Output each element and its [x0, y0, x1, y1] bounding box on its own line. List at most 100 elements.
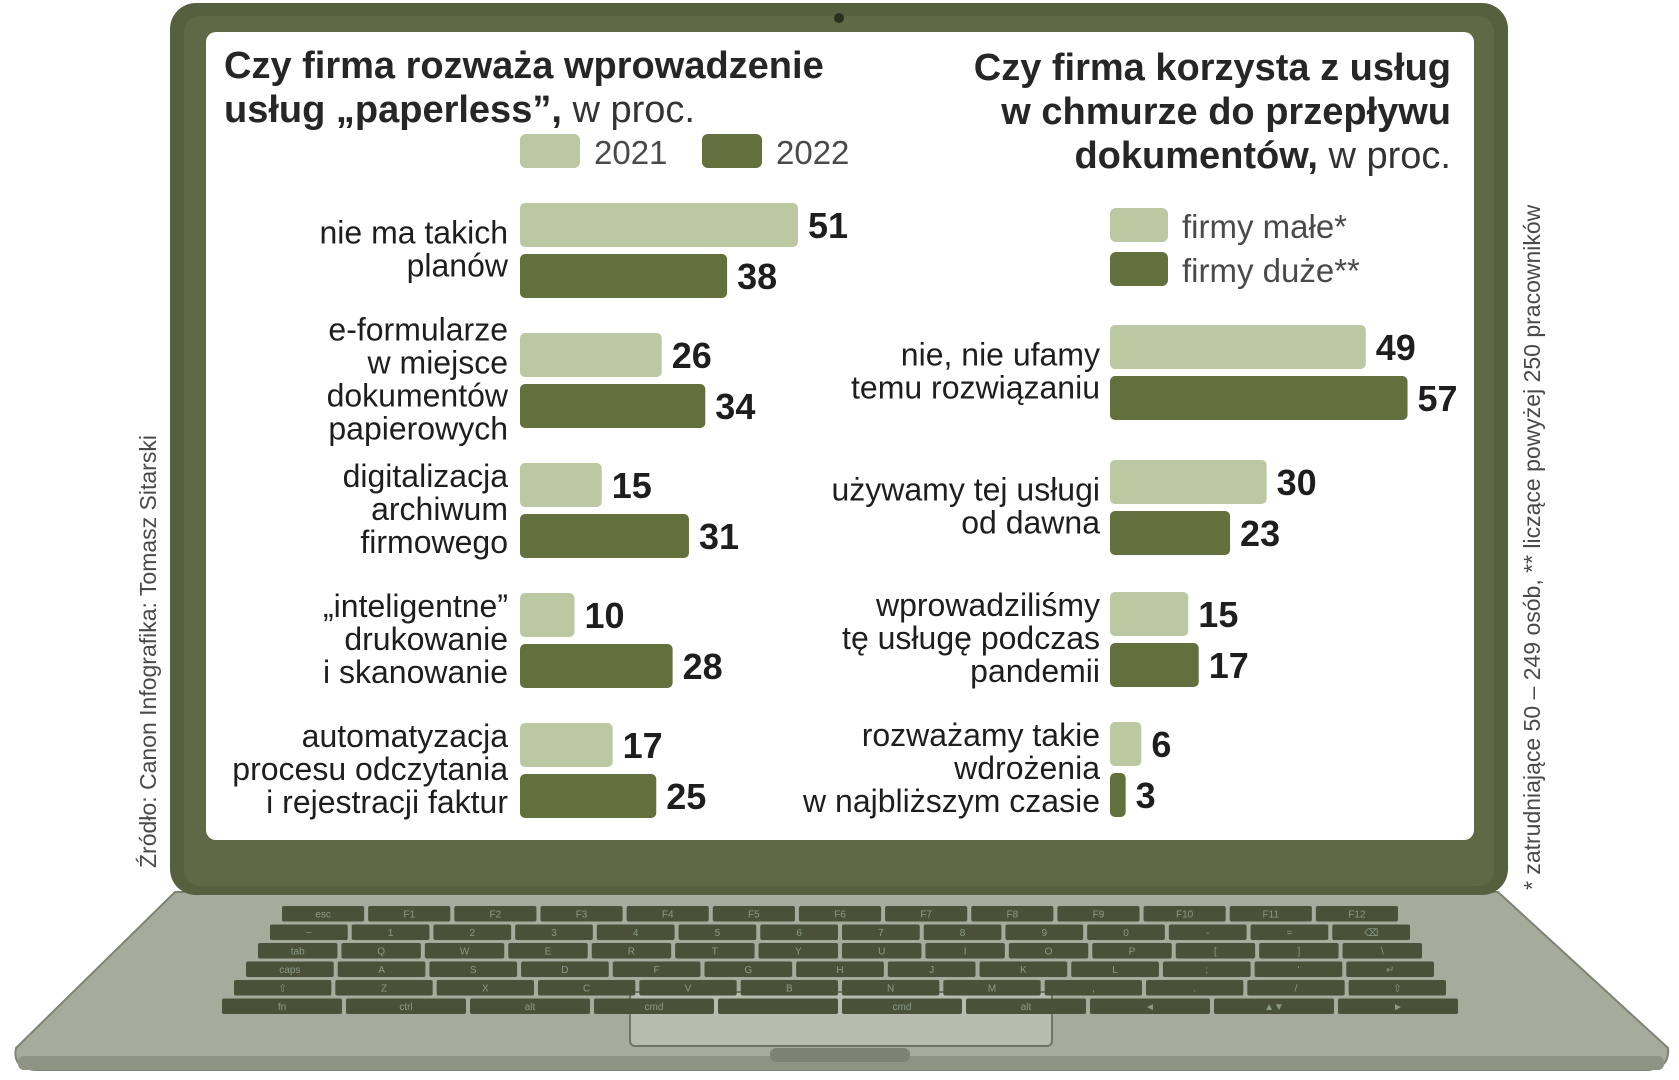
key[interactable]	[760, 924, 838, 941]
key[interactable]	[1254, 961, 1343, 978]
data-label: 38	[737, 256, 777, 297]
key[interactable]	[222, 998, 342, 1015]
key[interactable]	[1259, 943, 1339, 959]
key[interactable]	[436, 980, 534, 996]
key-label: X	[482, 984, 489, 995]
category-label: automatyzacja	[302, 718, 509, 754]
key[interactable]	[1250, 924, 1329, 941]
key[interactable]	[740, 980, 838, 996]
key[interactable]	[429, 961, 518, 978]
camera-icon	[834, 13, 844, 23]
key[interactable]	[594, 998, 714, 1015]
key[interactable]	[515, 924, 593, 941]
key[interactable]	[1071, 961, 1159, 978]
key[interactable]	[1342, 943, 1422, 959]
key[interactable]	[842, 924, 920, 941]
key[interactable]	[1090, 998, 1210, 1015]
key[interactable]	[1092, 943, 1172, 959]
key-label: caps	[279, 965, 300, 976]
key-label: ctrl	[399, 1002, 412, 1013]
key[interactable]	[842, 998, 962, 1015]
key[interactable]	[591, 943, 672, 959]
key[interactable]	[842, 980, 940, 996]
key[interactable]	[925, 943, 1005, 959]
key[interactable]	[1346, 961, 1434, 978]
key[interactable]	[887, 961, 976, 978]
key[interactable]	[470, 998, 590, 1015]
key[interactable]	[433, 924, 512, 941]
key[interactable]	[424, 943, 505, 959]
key[interactable]	[1146, 980, 1244, 996]
key[interactable]	[704, 961, 793, 978]
key-label: M	[988, 984, 996, 995]
key[interactable]	[258, 943, 338, 959]
key[interactable]	[971, 906, 1054, 922]
legend-swatch	[702, 134, 762, 168]
key[interactable]	[885, 906, 968, 922]
key[interactable]	[612, 961, 701, 978]
legend-swatch	[520, 134, 580, 168]
key[interactable]	[1315, 906, 1398, 922]
key[interactable]	[335, 980, 433, 996]
key[interactable]	[540, 906, 623, 922]
key[interactable]	[758, 943, 838, 959]
key-label: F1	[403, 910, 415, 921]
key[interactable]	[351, 924, 430, 941]
key-label: F6	[834, 910, 846, 921]
key[interactable]	[1057, 906, 1140, 922]
key[interactable]	[1247, 980, 1345, 996]
key[interactable]	[923, 924, 1002, 941]
key[interactable]	[1143, 906, 1226, 922]
key[interactable]	[508, 943, 588, 959]
bar	[1110, 592, 1189, 636]
key[interactable]	[943, 980, 1041, 996]
key[interactable]	[1348, 980, 1446, 996]
key[interactable]	[538, 980, 636, 996]
key[interactable]	[1175, 943, 1256, 959]
key[interactable]	[1044, 980, 1142, 996]
key[interactable]	[1168, 924, 1247, 941]
key[interactable]	[1338, 998, 1458, 1015]
key-label: esc	[315, 910, 331, 921]
chart-title: Czy firma rozważa wprowadzenie	[224, 45, 824, 87]
bar	[1110, 325, 1366, 369]
key[interactable]	[346, 998, 466, 1015]
key[interactable]	[1008, 943, 1089, 959]
key[interactable]	[966, 998, 1086, 1015]
key[interactable]	[1332, 924, 1410, 941]
key[interactable]	[1087, 924, 1165, 941]
key[interactable]	[368, 906, 451, 922]
key[interactable]	[282, 906, 365, 922]
key[interactable]	[246, 961, 334, 978]
key-label: U	[878, 947, 885, 958]
key-label: ;	[1205, 965, 1208, 976]
key[interactable]	[521, 961, 609, 978]
key[interactable]	[341, 943, 421, 959]
key[interactable]	[1229, 906, 1312, 922]
key[interactable]	[979, 961, 1068, 978]
key[interactable]	[270, 924, 348, 941]
key[interactable]	[1214, 998, 1334, 1015]
key[interactable]	[796, 961, 884, 978]
key[interactable]	[678, 924, 757, 941]
key[interactable]	[798, 906, 882, 922]
chart-title: usług „paperless”, w proc.	[224, 89, 695, 131]
key[interactable]	[596, 924, 675, 941]
key[interactable]	[712, 906, 795, 922]
key[interactable]	[1162, 961, 1251, 978]
data-label: 51	[808, 205, 848, 246]
key[interactable]	[337, 961, 426, 978]
key-label: F5	[748, 910, 760, 921]
key-label: 9	[1042, 928, 1048, 939]
key[interactable]	[234, 980, 332, 996]
key[interactable]	[1005, 924, 1084, 941]
key[interactable]	[718, 998, 838, 1015]
key[interactable]	[626, 906, 709, 922]
bar	[520, 203, 798, 247]
key[interactable]	[842, 943, 922, 959]
key[interactable]	[454, 906, 537, 922]
data-label: 23	[1240, 513, 1280, 554]
key[interactable]	[639, 980, 737, 996]
key[interactable]	[675, 943, 755, 959]
